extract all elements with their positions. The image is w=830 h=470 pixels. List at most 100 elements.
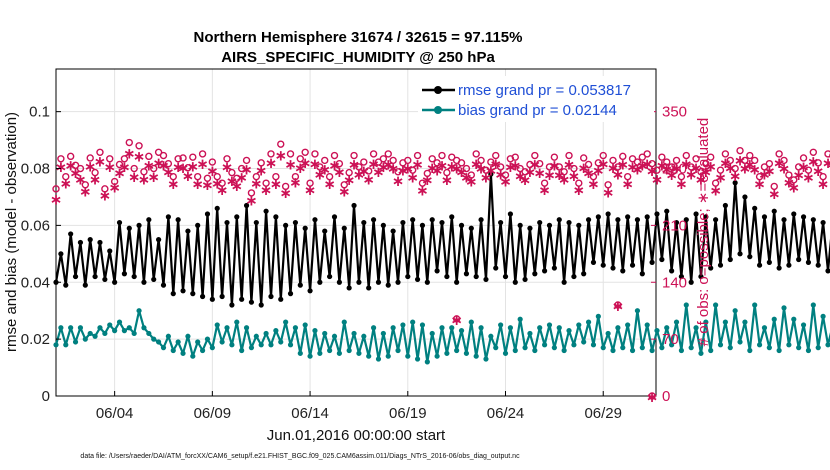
- obs-evaluated-marker: ∗: [206, 162, 219, 180]
- obs-evaluated-marker: ∗: [827, 155, 830, 173]
- obs-possible-marker: [189, 153, 197, 161]
- bias-point: [703, 319, 709, 325]
- bias-point: [287, 342, 294, 348]
- bias-point: [297, 350, 303, 356]
- bias-point: [97, 325, 103, 331]
- bias-point: [390, 325, 396, 331]
- obs-evaluated-marker: ∗: [270, 175, 283, 193]
- obs-possible-marker: [809, 148, 818, 156]
- obs-evaluated-marker: ∗: [118, 158, 131, 176]
- rmse-point: [204, 211, 211, 217]
- obs-evaluated-marker: ∗: [494, 165, 507, 183]
- obs-possible-marker: [609, 156, 617, 165]
- obs-evaluated-marker: ∗: [568, 167, 581, 185]
- rmse-point: [541, 268, 548, 274]
- rmse-point: [58, 251, 64, 257]
- rmse-point: [605, 211, 611, 217]
- obs-possible-marker: [570, 164, 578, 173]
- bias-point: [229, 342, 235, 348]
- rmse-point: [629, 262, 636, 268]
- bias-point: [327, 347, 333, 354]
- obs-possible-marker: [389, 156, 397, 165]
- obs-possible-marker: [135, 142, 143, 150]
- obs-evaluated-marker: ∗: [397, 161, 410, 179]
- obs-outlier-asterisk: ∗: [646, 388, 659, 406]
- obs-evaluated-marker: ∗: [621, 175, 634, 193]
- obs-possible-marker: [711, 179, 720, 187]
- bias-point: [224, 325, 230, 331]
- obs-possible-marker: [242, 156, 251, 165]
- obs-evaluated-marker: ∗: [230, 177, 243, 195]
- rmse-point: [63, 282, 69, 288]
- rmse-point: [507, 211, 513, 217]
- rmse-point: [234, 214, 240, 220]
- obs-evaluated-marker: ∗: [538, 181, 551, 199]
- obs-possible-marker: [340, 181, 348, 189]
- bias-point: [727, 345, 733, 351]
- obs-evaluated-marker: ∗: [235, 169, 248, 187]
- rmse-point: [693, 211, 699, 217]
- rmse-point: [546, 222, 553, 228]
- obs-possible-marker: [150, 164, 158, 173]
- bias-point: [761, 325, 768, 331]
- rmse-point: [116, 219, 123, 226]
- obs-possible-marker: [277, 140, 285, 148]
- bias-point: [346, 347, 352, 354]
- obs-evaluated-marker: ∗: [255, 161, 268, 179]
- obs-evaluated-marker: ∗: [695, 170, 708, 188]
- obs-possible-marker: [115, 160, 124, 169]
- bias-series: [53, 302, 830, 365]
- bias-point: [185, 333, 191, 339]
- bias-point: [278, 339, 284, 345]
- obs-possible-marker: [345, 168, 353, 177]
- obs-evaluated-marker: ∗: [94, 152, 107, 170]
- obs-possible-marker: [682, 151, 690, 160]
- bias-point: [747, 347, 753, 354]
- obs-evaluated-marker: ∗: [196, 155, 209, 173]
- rmse-point: [791, 211, 797, 217]
- obs-possible-marker: [521, 168, 529, 176]
- obs-possible-marker: [66, 152, 75, 161]
- obs-evaluated-marker: ∗: [802, 169, 815, 187]
- bias-point: [195, 339, 201, 345]
- bias-point: [292, 325, 299, 331]
- obs-possible-marker: [145, 152, 153, 161]
- bias-point: [639, 345, 645, 351]
- obs-evaluated-marker: ∗: [89, 170, 102, 188]
- obs-evaluated-marker: ∗: [402, 160, 415, 178]
- obs-evaluated-marker: ∗: [680, 155, 693, 173]
- obs-possible-marker: [765, 159, 774, 168]
- obs-evaluated-marker: ∗: [465, 173, 478, 191]
- obs-possible-marker: [169, 172, 177, 181]
- bias-point: [82, 336, 88, 342]
- rmse-point: [756, 262, 763, 268]
- bias-point: [273, 328, 279, 334]
- bias-point: [312, 328, 318, 334]
- obs-possible-marker: [140, 168, 148, 176]
- obs-possible-marker: [316, 163, 324, 171]
- obs-evaluated-marker: ∗: [729, 167, 742, 185]
- bias-point: [361, 333, 367, 339]
- obs-evaluated-marker: ∗: [529, 156, 542, 174]
- bias-point: [590, 342, 597, 348]
- chart-subtitle: AIRS_SPECIFIC_HUMIDITY @ 250 hPa: [221, 49, 495, 66]
- obs-evaluated-marker: ∗: [348, 156, 361, 174]
- bias-point: [331, 333, 338, 339]
- data-file-footer: data file: /Users/raeder/DAI/ATM_forcXX/…: [80, 453, 520, 460]
- bias-point: [87, 330, 93, 337]
- rmse-point: [747, 254, 753, 260]
- obs-evaluated-marker: ∗: [245, 191, 258, 209]
- rmse-point: [346, 285, 352, 291]
- obs-possible-marker: [721, 150, 730, 158]
- bias-point: [434, 353, 440, 359]
- bias-point: [556, 325, 562, 331]
- obs-evaluated-marker: ∗: [240, 161, 253, 179]
- obs-evaluated-marker: ∗: [64, 156, 77, 174]
- bias-point: [576, 322, 582, 328]
- obs-evaluated-marker: ∗: [480, 169, 493, 187]
- obs-evaluated-marker: ∗: [724, 159, 737, 177]
- obs-evaluated-marker: ∗: [382, 156, 395, 174]
- bias-point: [507, 325, 513, 331]
- rmse-point: [576, 222, 582, 228]
- bias-point: [629, 347, 636, 354]
